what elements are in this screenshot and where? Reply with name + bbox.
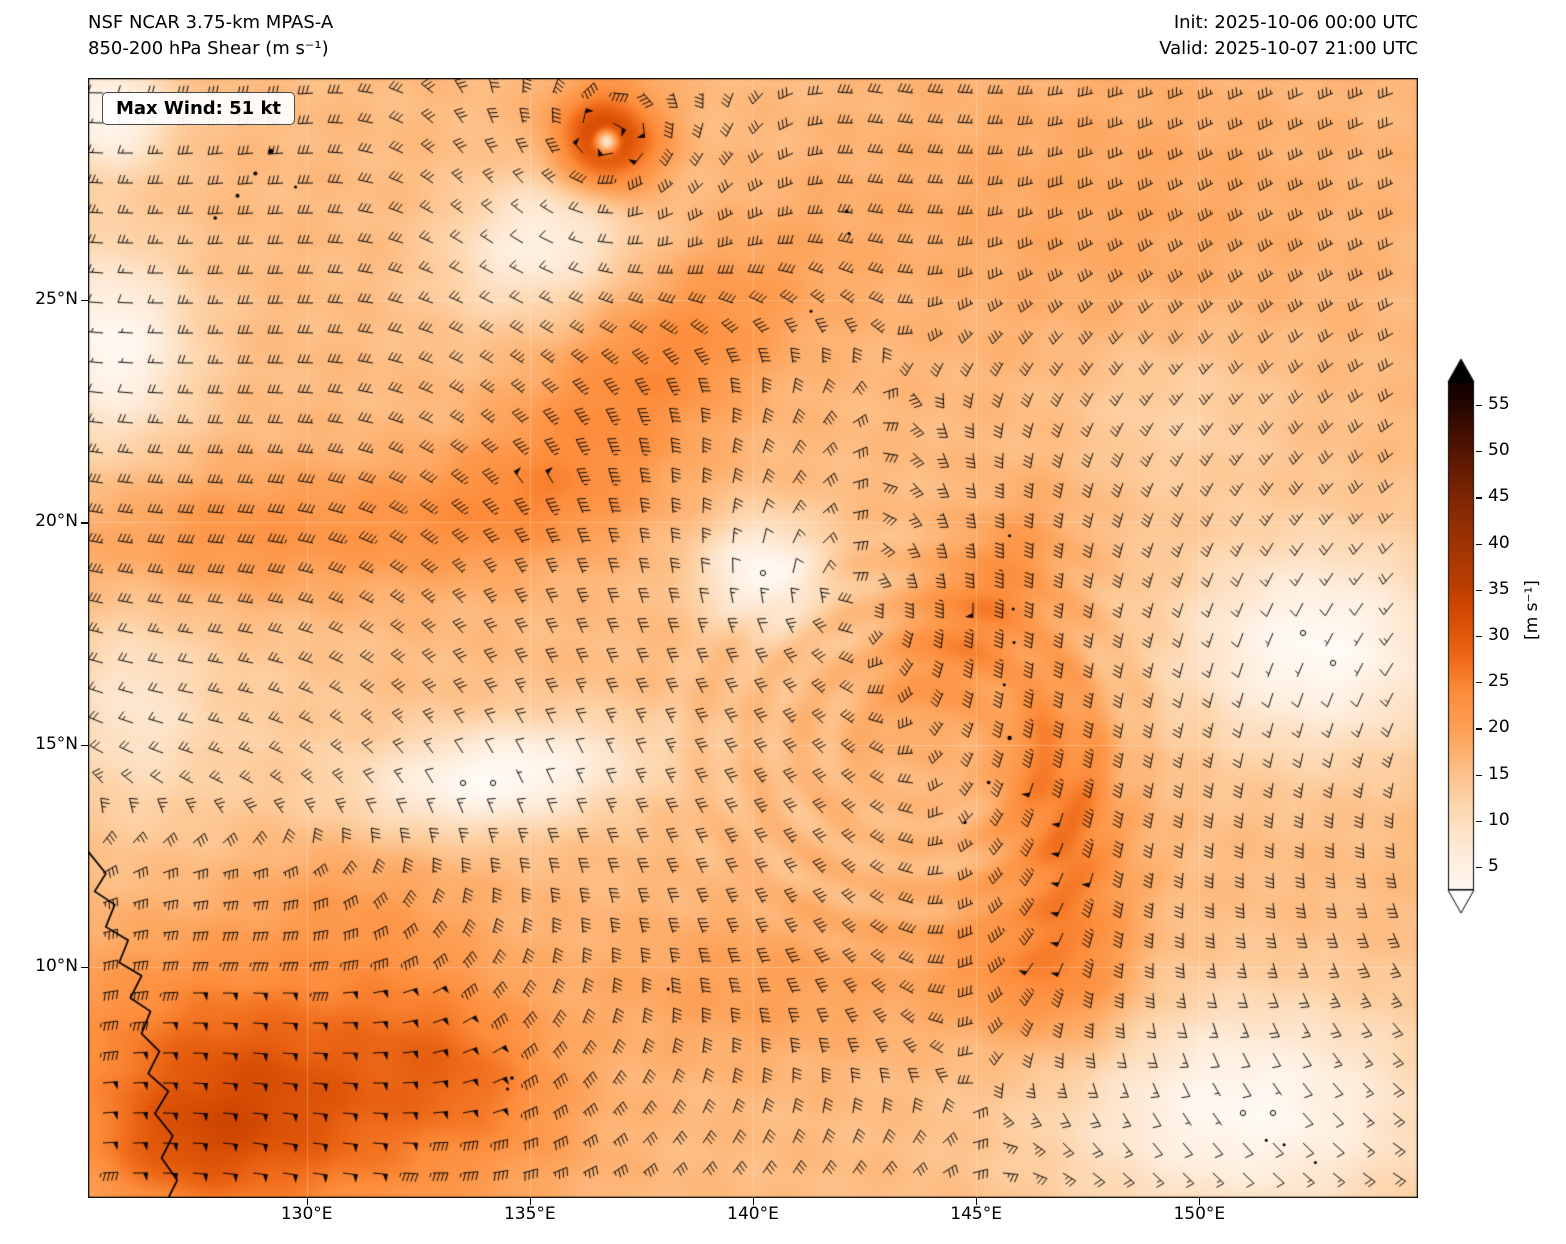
colorbar-tick-label: 30: [1488, 625, 1510, 645]
colorbar-tick-mark: [1476, 820, 1482, 822]
max-wind-annotation: Max Wind: 51 kt: [102, 92, 296, 125]
colorbar-tick-mark: [1476, 774, 1482, 776]
x-tick-label: 135°E: [503, 1204, 556, 1224]
colorbar-tick-mark: [1476, 589, 1482, 591]
colorbar-tick-mark: [1476, 497, 1482, 499]
colorbar-tick-label: 50: [1488, 440, 1510, 461]
figure-subtitle: 850-200 hPa Shear (m s⁻¹): [88, 38, 329, 59]
y-tick-label: 20°N: [35, 511, 78, 532]
y-tick-label: 25°N: [35, 289, 78, 310]
colorbar-label: [m s⁻¹]: [1522, 580, 1542, 640]
y-tick-mark: [81, 744, 88, 746]
x-tick-mark: [753, 1198, 755, 1205]
colorbar-tick-label: 35: [1488, 578, 1510, 599]
shear-map-canvas: [88, 78, 1418, 1198]
x-tick-label: 145°E: [950, 1204, 1002, 1224]
colorbar-tick-label: 25: [1488, 671, 1510, 692]
x-tick-mark: [1199, 1198, 1201, 1205]
y-tick-mark: [81, 300, 88, 302]
colorbar-tick-label: 10: [1488, 809, 1510, 830]
init-time: Init: 2025-10-06 00:00 UTC: [1173, 12, 1418, 33]
x-tick-label: 150°E: [1173, 1204, 1226, 1224]
x-tick-label: 140°E: [727, 1204, 779, 1224]
colorbar-tick-mark: [1476, 728, 1482, 730]
colorbar-tick-mark: [1476, 682, 1482, 684]
colorbar-tick-mark: [1476, 451, 1482, 453]
colorbar-canvas: [1446, 358, 1476, 918]
colorbar-tick-label: 45: [1488, 486, 1510, 507]
figure-title: NSF NCAR 3.75-km MPAS-A: [88, 12, 334, 33]
y-tick-label: 10°N: [35, 955, 78, 976]
x-tick-mark: [529, 1198, 532, 1205]
colorbar-tick-mark: [1476, 543, 1482, 545]
x-tick-mark: [306, 1198, 308, 1205]
colorbar-tick-label: 15: [1488, 763, 1510, 784]
colorbar-tick-label: 20: [1488, 717, 1510, 738]
colorbar-tick-mark: [1476, 636, 1482, 638]
y-tick-mark: [81, 522, 88, 524]
colorbar-tick-label: 5: [1488, 855, 1499, 876]
x-tick-label: 130°E: [280, 1204, 333, 1224]
colorbar-tick-label: 40: [1488, 532, 1510, 553]
x-tick-mark: [976, 1198, 978, 1205]
y-tick-label: 15°N: [35, 733, 78, 754]
colorbar-tick-mark: [1476, 866, 1482, 869]
y-tick-mark: [81, 966, 88, 969]
valid-time: Valid: 2025-10-07 21:00 UTC: [1159, 38, 1418, 59]
colorbar-tick-mark: [1476, 405, 1482, 407]
colorbar-tick-label: 55: [1488, 394, 1510, 415]
